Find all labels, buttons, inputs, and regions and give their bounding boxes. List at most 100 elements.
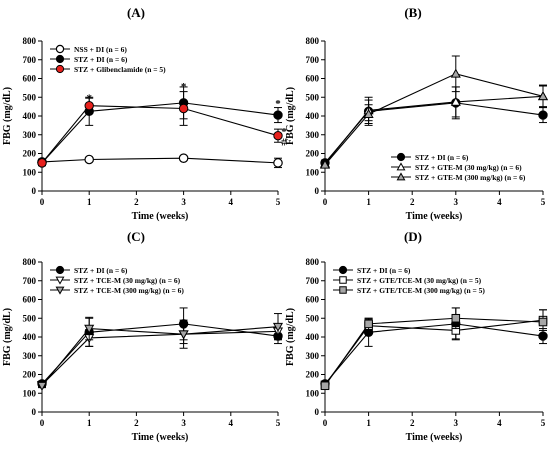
series-line xyxy=(41,157,279,164)
data-point xyxy=(178,153,189,163)
data-point xyxy=(450,96,461,106)
y-tick-label: 300 xyxy=(23,130,37,140)
x-tick-label: 2 xyxy=(410,418,415,428)
data-point xyxy=(320,381,330,391)
significance-marker: * xyxy=(275,98,281,110)
y-tick-label: 0 xyxy=(32,407,37,417)
y-tick-label: 100 xyxy=(23,388,37,398)
y-tick-label: 600 xyxy=(306,295,320,305)
data-point xyxy=(538,317,548,327)
y-axis-label: FBG (mg/dL) xyxy=(2,308,13,366)
series-3 xyxy=(320,307,548,391)
x-axis-label: Time (weeks) xyxy=(406,432,463,443)
y-axis-label: FBG (mg/dL) xyxy=(2,87,13,145)
data-point xyxy=(84,324,95,334)
chart-panel-d: (D) 0 100 200 300 400 500 600 700 800 0 1 2 3 4 5 Time (… xyxy=(285,229,548,443)
y-tick-label: 800 xyxy=(23,257,37,267)
y-tick-label: 600 xyxy=(23,74,37,84)
x-tick-label: 4 xyxy=(229,197,234,207)
panel-title: (D) xyxy=(404,229,422,244)
significance-marker: * xyxy=(181,81,187,93)
data-point xyxy=(363,108,374,118)
data-point xyxy=(364,319,373,329)
legend-marker xyxy=(55,64,65,74)
legend-label: STZ + GTE-M (30 mg/kg) (n = 6) xyxy=(415,163,522,172)
x-tick-label: 3 xyxy=(181,197,186,207)
y-axis-label: FBG (mg/dL) xyxy=(285,308,296,366)
y-tick-label: 800 xyxy=(23,36,37,46)
y-tick-label: 600 xyxy=(23,295,37,305)
x-tick-label: 5 xyxy=(276,197,281,207)
series-3 xyxy=(319,55,549,169)
x-tick-label: 5 xyxy=(541,197,546,207)
legend-marker xyxy=(339,286,347,294)
y-tick-label: 200 xyxy=(306,370,320,380)
x-tick-label: 3 xyxy=(454,418,459,428)
legend-marker xyxy=(55,44,65,54)
legend-marker xyxy=(396,152,406,162)
y-tick-label: 600 xyxy=(306,74,320,84)
chart-panel-a: (A) 0 100 200 300 400 500 600 700 800 0 1 2 3 4 5 Time (… xyxy=(2,5,287,222)
x-tick-label: 2 xyxy=(134,418,139,428)
data-point xyxy=(537,91,549,101)
x-tick-label: 2 xyxy=(134,197,139,207)
y-tick-label: 400 xyxy=(306,332,320,342)
y-tick-label: 400 xyxy=(23,111,37,121)
series-1 xyxy=(37,307,283,389)
legend-label: STZ + TCE-M (30 mg/kg) (n = 6) xyxy=(74,276,181,285)
series-line xyxy=(324,95,544,165)
series-line xyxy=(41,330,279,386)
x-tick-label: 3 xyxy=(454,197,459,207)
x-axis-label: Time (weeks) xyxy=(132,432,189,443)
y-tick-label: 700 xyxy=(23,55,37,65)
x-axis-label: Time (weeks) xyxy=(132,211,189,222)
y-tick-label: 300 xyxy=(23,351,37,361)
x-tick-label: 1 xyxy=(87,418,92,428)
legend-marker xyxy=(339,276,347,284)
panel-title: (B) xyxy=(404,5,421,20)
x-tick-label: 1 xyxy=(366,197,371,207)
data-point xyxy=(272,322,284,332)
y-tick-label: 500 xyxy=(23,313,37,323)
x-axis-label: Time (weeks) xyxy=(406,211,463,222)
y-tick-label: 300 xyxy=(306,351,320,361)
data-point xyxy=(178,103,189,114)
series-1 xyxy=(37,153,283,169)
data-point xyxy=(451,313,461,323)
legend-label: STZ + GTE-M (300 mg/kg) (n = 6) xyxy=(415,173,526,182)
data-point xyxy=(273,130,283,141)
y-tick-label: 700 xyxy=(306,276,320,286)
data-point xyxy=(273,158,283,168)
x-tick-label: 0 xyxy=(323,197,328,207)
series-3 xyxy=(36,313,284,391)
series-line xyxy=(324,73,544,166)
legend: STZ + DI (n = 6)STZ + GTE/TCE-M (30 mg/k… xyxy=(333,265,485,295)
data-point xyxy=(84,154,94,165)
y-tick-label: 500 xyxy=(306,92,320,102)
y-tick-label: 300 xyxy=(306,130,320,140)
legend-marker xyxy=(55,265,65,275)
x-tick-label: 3 xyxy=(181,418,186,428)
legend-label: STZ + DI (n = 6) xyxy=(74,266,128,275)
y-tick-label: 100 xyxy=(23,167,37,177)
x-tick-label: 0 xyxy=(323,418,328,428)
significance-marker: * xyxy=(281,126,287,138)
significance-marker: * xyxy=(86,92,92,104)
y-tick-label: 200 xyxy=(306,149,320,159)
series-line xyxy=(41,326,279,387)
legend: STZ + DI (n = 6)STZ + GTE-M (30 mg/kg) (… xyxy=(391,152,526,182)
y-tick-label: 800 xyxy=(306,257,320,267)
data-point xyxy=(538,110,548,120)
legend-marker xyxy=(55,286,65,295)
chart-panel-c: (C) 0 100 200 300 400 500 600 700 800 0 1 2 3 4 5 Time (… xyxy=(2,229,284,443)
significance-marker: # xyxy=(281,136,287,148)
legend: NSS + DI (n = 6)STZ + DI (n = 6)STZ + Gl… xyxy=(50,44,166,74)
legend-marker xyxy=(396,162,406,171)
y-tick-label: 800 xyxy=(306,36,320,46)
series-line xyxy=(324,317,544,387)
legend-label: STZ + GTE/TCE-M (30 mg/kg) (n = 5) xyxy=(357,276,482,285)
y-tick-label: 500 xyxy=(306,313,320,323)
legend-marker xyxy=(55,54,65,64)
legend-label: STZ + TCE-M (300 mg/kg) (n = 6) xyxy=(74,286,184,295)
